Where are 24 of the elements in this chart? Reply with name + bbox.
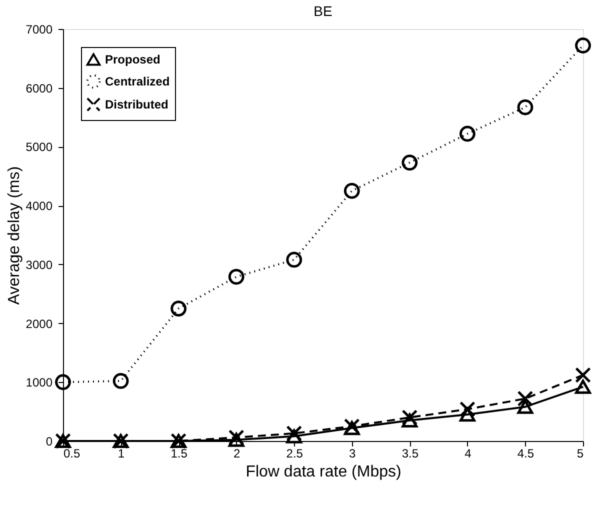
x-tick-label: 2: [233, 446, 240, 460]
x-axis-title: Flow data rate (Mbps): [246, 464, 402, 480]
y-tick-label: 7000: [26, 22, 53, 36]
x-tick-label: 1.5: [170, 446, 188, 460]
chart-title: BE: [314, 3, 332, 19]
y-tick-label: 2000: [26, 316, 53, 331]
x-tick-label: 4: [464, 446, 472, 460]
y-tick-label: 5000: [26, 140, 53, 154]
y-tick-label: 0: [46, 434, 53, 448]
legend-label: Centralized: [105, 74, 170, 88]
y-tick-label: 3000: [26, 258, 53, 272]
x-tick-label: 5: [576, 446, 584, 460]
x-tick-label: 4.5: [517, 446, 534, 460]
y-tick-label: 4000: [26, 199, 53, 214]
x-tick-label: 1: [118, 446, 125, 460]
x-tick-label: 3: [349, 446, 356, 460]
legend-label: Proposed: [105, 52, 160, 66]
y-tick-label: 1000: [26, 376, 53, 390]
x-tick-label: 2.5: [286, 446, 304, 460]
y-axis-title: Average delay (ms): [6, 166, 23, 305]
x-tick-label: 0.5: [64, 446, 81, 460]
y-tick-label: 6000: [26, 81, 53, 96]
x-tick-label: 3.5: [402, 446, 419, 460]
legend-label: Distributed: [105, 98, 168, 112]
